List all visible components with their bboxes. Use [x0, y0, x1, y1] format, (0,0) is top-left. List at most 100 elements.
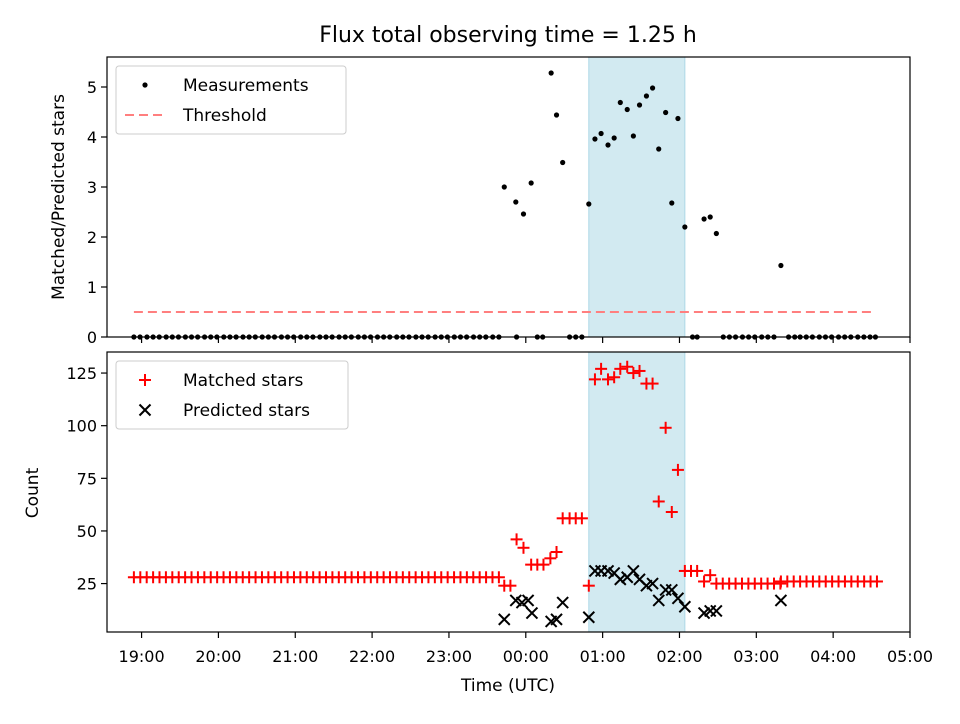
axes-layer: 0 1 2 3 4 5 25 50 75 100 125 19:00 20:00 21:00 22:00 23…: [66, 56, 933, 666]
panel2-predicted-stars-point: [556, 596, 569, 609]
panel2-matched-stars-point: [517, 541, 530, 554]
panel2-predicted-stars-point: [614, 573, 627, 586]
panel2-predicted-stars-point: [627, 564, 640, 578]
panel2-predicted-stars-point: [525, 606, 539, 620]
panel2-predicted-stars-point: [652, 594, 665, 607]
panel2-matched-stars-point: [621, 360, 634, 373]
panel2-matched-stars-point: [633, 364, 646, 377]
panel2-matched-stars-point: [608, 371, 621, 384]
panel2-matched-stars-point: [704, 569, 717, 582]
panel2-predicted-stars-point: [671, 592, 685, 605]
panel1-measurements-point: [643, 93, 650, 99]
panel1-measurements-point: [598, 130, 604, 137]
chart-title: Flux total observing time = 1.25 h: [319, 23, 697, 48]
x-tick-label: 20:00: [195, 647, 241, 666]
panel2-matched-stars-point: [602, 373, 615, 386]
legend-marker-predicted-stars: [138, 403, 152, 417]
panel1-measurements-point: [605, 142, 611, 148]
top-y-axis-label: Matched/Predicted stars: [49, 94, 69, 300]
legend-label: Matched stars: [183, 371, 303, 391]
legend-box-2: [115, 360, 349, 430]
legend-marker-measurements: [142, 82, 148, 88]
shaded-span-1: [588, 56, 686, 338]
panel1-measurements-point: [656, 146, 662, 152]
panel2-matched-stars-point: [665, 506, 678, 518]
panel2-matched-stars-point: [646, 377, 659, 390]
panel1-measurements-point: [669, 200, 675, 206]
panel2-matched-stars-point: [544, 552, 557, 565]
panel1-measurements-point: [701, 216, 707, 222]
panel2-matched-stars-point: [510, 533, 523, 546]
panel2-matched-stars-point: [671, 463, 684, 476]
y-tick-label-2: 50: [77, 522, 97, 541]
panel1-measurements-point: [636, 102, 643, 108]
panel1-measurements-point: [560, 159, 566, 166]
panel2-matched-stars-point: [614, 362, 627, 375]
x-tick-label: 21:00: [272, 647, 318, 666]
panel1-measurements-point: [501, 184, 507, 190]
y-tick-label-1: 1: [87, 278, 97, 297]
panel1-measurements-point: [553, 112, 560, 118]
x-tick-label: 19:00: [119, 647, 165, 666]
data-layer: [127, 70, 883, 628]
panel2-matched-stars-point: [588, 373, 601, 386]
panel2-matched-stars-point: [575, 512, 588, 525]
x-tick-label: 01:00: [580, 647, 626, 666]
panel2-matched-stars-point: [627, 367, 640, 380]
panel1-measurements-point: [611, 135, 617, 141]
panel2-predicted-stars-point: [582, 611, 596, 624]
x-tick-label: 02:00: [656, 647, 702, 666]
x-tick-label: 22:00: [349, 647, 395, 666]
legend-box-1: [115, 65, 347, 135]
panel2-matched-stars-point: [659, 421, 672, 434]
panel2-matched-stars-point: [550, 546, 563, 558]
panel2-matched-stars-point: [492, 571, 505, 584]
x-tick-label: 00:00: [503, 647, 549, 666]
panel2-predicted-stars-point: [710, 604, 723, 618]
y-tick-label-2: 75: [77, 469, 97, 488]
y-tick-label-1: 3: [87, 178, 97, 197]
legend-layer: Measurements Threshold Matched stars Predic…: [115, 65, 349, 430]
panel2-matched-stars-point: [504, 579, 517, 592]
panel1-measurements-point: [682, 224, 688, 230]
panel1-measurements-point: [528, 180, 534, 186]
x-tick-label: 03:00: [733, 647, 779, 666]
legend-label: Measurements: [183, 76, 309, 96]
panel1-measurements-point: [778, 262, 784, 269]
y-tick-label-1: 0: [87, 328, 97, 347]
y-tick-label-1: 2: [87, 228, 97, 247]
y-tick-label-2: 125: [66, 364, 97, 383]
bottom-y-axis-label: Count: [23, 467, 43, 518]
panel1-measurements-point: [513, 199, 519, 205]
legend-marker-matched-stars: [139, 374, 151, 386]
panel1-measurements-point: [586, 201, 592, 207]
panel2-matched-stars-point: [652, 495, 665, 508]
panel1-measurements-point: [713, 230, 719, 237]
panel2-matched-stars-point: [870, 575, 883, 588]
panel2-matched-stars-point: [691, 564, 704, 577]
panel2-predicted-stars-point: [498, 613, 511, 626]
panel1-measurements-point: [663, 109, 669, 116]
y-tick-label-1: 5: [87, 78, 97, 97]
panel2-predicted-stars-point: [521, 594, 535, 607]
legend-label: Predicted stars: [183, 401, 310, 421]
panel2-matched-stars-point: [698, 575, 711, 588]
axes-frame-1: [106, 56, 911, 338]
panel1-measurements-point: [630, 133, 636, 139]
panel2-predicted-stars-point: [774, 594, 788, 607]
panel2-predicted-stars-point: [665, 583, 678, 597]
panel2-predicted-stars-point: [646, 577, 659, 590]
x-tick-label: 23:00: [426, 647, 472, 666]
panel2-predicted-stars-point: [550, 613, 563, 626]
x-tick-label: 05:00: [887, 647, 933, 666]
shaded-span-layer: [588, 56, 686, 633]
axes-frame-2: [106, 351, 911, 633]
legend-label: Threshold: [182, 106, 267, 126]
panel2-matched-stars-point: [582, 579, 595, 592]
panel1-measurements-point: [707, 214, 713, 220]
panel1-measurements-point: [592, 136, 598, 142]
y-tick-label-1: 4: [87, 128, 97, 147]
y-tick-label-2: 100: [66, 417, 97, 436]
panel1-measurements-point: [649, 85, 656, 91]
